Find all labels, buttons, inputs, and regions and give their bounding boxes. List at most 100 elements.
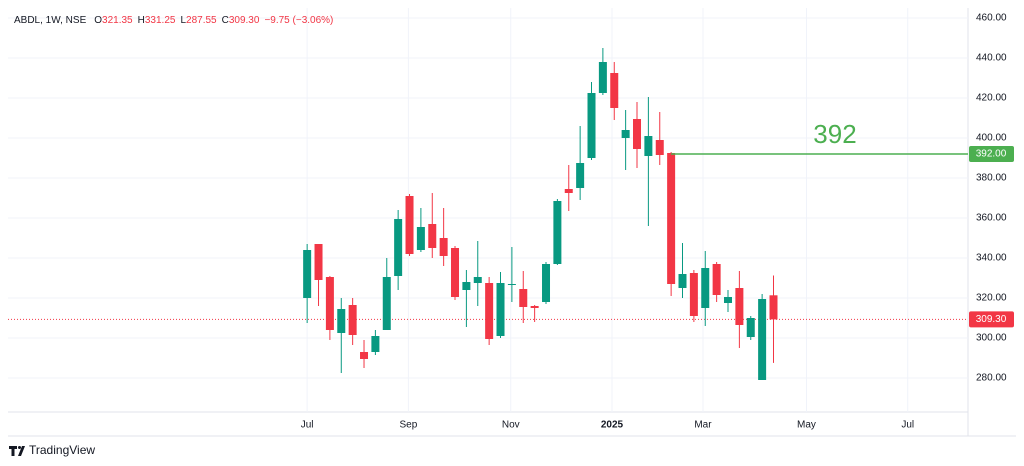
symbol: ABDL, 1W, NSE <box>14 15 87 26</box>
price-tag-label: 392.00 <box>976 149 1007 160</box>
x-tick-label: Jul <box>301 420 314 431</box>
candle <box>485 277 494 345</box>
candle-body <box>348 305 357 335</box>
ohlc-value: 331.25 <box>145 15 176 26</box>
ohlc-key: O <box>94 15 102 26</box>
price-tag <box>969 311 1014 328</box>
candle <box>382 258 391 330</box>
candle-body <box>621 130 630 138</box>
candle <box>678 243 687 298</box>
y-tick-label: 420.00 <box>976 93 1007 104</box>
candle-body <box>655 140 664 155</box>
candle <box>564 165 573 211</box>
y-tick-label: 280.00 <box>976 373 1007 384</box>
candle <box>416 208 425 252</box>
candle-body <box>303 250 312 298</box>
candle-body <box>371 336 380 352</box>
horizontal-line-label: 392 <box>813 119 856 149</box>
ohlc-value: 287.55 <box>186 15 217 26</box>
candle <box>348 298 357 345</box>
x-tick-label: May <box>797 420 816 431</box>
candle-body <box>633 119 642 149</box>
candle-body <box>360 352 369 359</box>
candle <box>451 246 460 300</box>
candle-body <box>712 264 721 295</box>
y-tick-label: 440.00 <box>976 53 1007 64</box>
candle-body <box>485 283 494 339</box>
candle <box>553 199 562 265</box>
candle-body <box>564 189 573 193</box>
candle-body <box>610 73 619 108</box>
candle-body <box>451 248 460 297</box>
candle-body <box>724 297 732 303</box>
ohlc-key: L <box>180 15 186 26</box>
candle <box>633 102 642 168</box>
candle-body <box>746 318 755 337</box>
candle-body <box>382 277 391 330</box>
candle-body <box>678 274 687 288</box>
candle-body <box>473 277 482 283</box>
x-tick-label: Sep <box>399 420 417 431</box>
candle <box>360 340 369 368</box>
candle <box>701 251 710 326</box>
candle-body <box>769 295 778 320</box>
candle <box>371 330 380 355</box>
candle <box>337 298 346 373</box>
x-tick-label: 2025 <box>601 420 624 431</box>
x-tick-label: Jul <box>901 420 914 431</box>
candle <box>758 294 767 380</box>
brand-logo <box>9 446 25 456</box>
candle-body <box>394 219 403 276</box>
y-tick-label: 300.00 <box>976 333 1007 344</box>
candle <box>439 208 448 266</box>
candle <box>587 82 596 160</box>
candle <box>530 305 539 322</box>
candle-body <box>405 196 414 254</box>
candle <box>610 62 619 120</box>
change: −9.75 (−3.06%) <box>264 15 333 26</box>
candle-body <box>507 284 516 285</box>
ohlc-key: H <box>138 15 145 26</box>
candle <box>519 271 528 323</box>
candle <box>724 290 732 312</box>
candle-body <box>735 288 744 325</box>
brand: TradingView <box>29 443 95 457</box>
header: ABDL, 1W, NSE O321.35 H331.25 L287.55 C309.3… <box>14 15 333 26</box>
candle <box>735 271 744 348</box>
candle <box>769 275 778 363</box>
candle-body <box>416 227 425 250</box>
candle-body <box>667 153 676 284</box>
candle <box>507 247 516 302</box>
y-tick-label: 460.00 <box>976 13 1007 24</box>
candle-body <box>530 306 539 308</box>
candle <box>542 262 551 304</box>
candle-body <box>462 282 471 290</box>
candle <box>576 126 585 200</box>
ohlc-value: 309.30 <box>229 15 260 26</box>
candle <box>325 276 334 340</box>
y-tick-label: 360.00 <box>976 213 1007 224</box>
candle <box>303 244 312 323</box>
price-tag <box>969 146 1014 162</box>
candle <box>667 152 676 296</box>
x-tick-label: Nov <box>502 420 520 431</box>
candle <box>598 48 607 95</box>
candle <box>496 272 505 338</box>
x-tick-label: Mar <box>694 420 712 431</box>
candle-body <box>314 244 323 280</box>
candle-body <box>337 309 346 333</box>
candle-body <box>598 62 607 93</box>
candle <box>621 110 630 170</box>
candle <box>405 194 414 256</box>
candle-body <box>644 136 653 156</box>
candle <box>746 316 755 340</box>
price-tag-label: 309.30 <box>976 314 1007 325</box>
candle <box>689 270 698 322</box>
candle <box>473 241 482 306</box>
candle <box>394 210 403 290</box>
candle-body <box>587 93 596 158</box>
y-tick-label: 340.00 <box>976 253 1007 264</box>
candle-body <box>689 273 698 316</box>
